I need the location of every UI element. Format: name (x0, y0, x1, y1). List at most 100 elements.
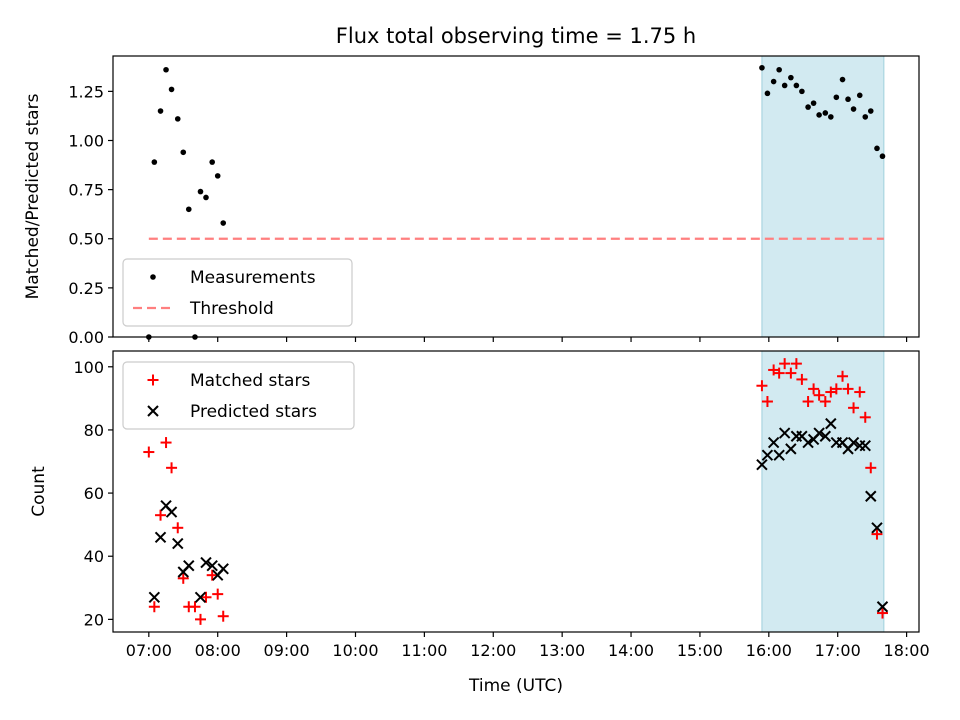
y-axis-label: Matched/Predicted stars (23, 93, 43, 299)
matched-stars-point (206, 569, 218, 581)
predicted-stars-point (778, 427, 791, 439)
predicted-stars-point (183, 559, 195, 572)
cross-stroke-b (813, 427, 825, 439)
matched-stars-point (859, 411, 871, 423)
legend-predicted-swatch-b (147, 405, 159, 417)
chart-title: Flux total observing time = 1.75 h (336, 24, 696, 48)
matched-stars-point (819, 396, 831, 408)
predicted-stars-point (206, 559, 218, 572)
matched-stars-point (217, 610, 229, 622)
matched-stars-point (779, 358, 791, 370)
x-tick-label: 11:00 (401, 641, 447, 660)
cross-stroke-b (825, 417, 837, 430)
legend-label: Matched stars (190, 371, 310, 391)
y-tick-label: 20 (84, 610, 104, 629)
matched-stars-point (813, 389, 825, 401)
predicted-stars-point (165, 506, 178, 518)
cross-stroke-b (876, 601, 889, 613)
x-tick-label: 12:00 (470, 641, 516, 660)
measurement-point (788, 74, 794, 81)
matched-stars-point (802, 396, 814, 408)
measurement-point (856, 92, 863, 99)
measurement-point (220, 220, 227, 226)
top-panel: 0.00 0.25 0.50 0.75 1.00 1.25 Matched/Predicte… (23, 55, 920, 347)
matched-stars-point (212, 588, 224, 600)
cross-stroke-b (865, 490, 877, 502)
measurement-point (157, 108, 164, 114)
measurement-point (168, 86, 175, 93)
x-tick-label: 09:00 (264, 641, 310, 660)
y-tick-label: 80 (84, 421, 104, 440)
measurement-point (764, 90, 771, 97)
cross-stroke-b (756, 458, 768, 471)
cross-stroke-b (847, 436, 860, 449)
matched-stars-point (761, 396, 773, 408)
matched-stars-point (177, 572, 189, 584)
legend-label: Measurements (190, 268, 316, 288)
measurement-point (816, 112, 822, 118)
matched-stars-point (790, 358, 802, 370)
measurement-point (163, 66, 169, 73)
x-tick-label: 07:00 (126, 641, 172, 660)
measurement-point (174, 116, 181, 122)
measurement-point (805, 104, 811, 110)
predicted-stars-point (865, 490, 877, 502)
matched-stars-point (854, 386, 866, 398)
measurement-point (850, 106, 857, 112)
measurement-point (833, 94, 840, 101)
cross-stroke-b (154, 531, 167, 543)
legend-measurement-swatch (150, 274, 156, 280)
predicted-stars-point (200, 556, 212, 569)
measurement-point (209, 159, 215, 165)
cross-stroke-b (160, 500, 172, 512)
y-tick-label: 0.75 (68, 181, 104, 200)
measurement-point (879, 153, 886, 160)
measurement-point (874, 145, 880, 152)
measurement-point (214, 173, 221, 179)
predicted-stars-point (172, 537, 184, 550)
axes-frame (112, 350, 920, 633)
measurement-point (867, 108, 874, 114)
measurement-point (810, 100, 817, 106)
x-tick-label: 14:00 (608, 641, 654, 660)
cross-stroke-b (165, 506, 178, 518)
matched-stars-point (796, 373, 808, 385)
matched-stars-point (842, 383, 854, 395)
y-tick-label: 0.00 (68, 328, 104, 347)
predicted-stars-point (819, 430, 832, 442)
x-tick-label: 10:00 (332, 641, 378, 660)
cross-stroke-b (859, 440, 871, 452)
x-tick-label: 16:00 (746, 641, 792, 660)
y-tick-label: 1.25 (68, 82, 104, 101)
shaded-span (761, 55, 885, 338)
x-tick-label: 15:00 (677, 641, 723, 660)
axes-frame (112, 55, 920, 338)
cross-stroke-b (773, 449, 785, 461)
matched-stars-point (773, 367, 785, 379)
matched-stars-point (189, 601, 201, 613)
cross-stroke-b (819, 430, 832, 442)
measurement-point (793, 82, 800, 89)
cross-stroke-b (206, 559, 218, 572)
matched-stars-point (756, 380, 768, 392)
x-tick-label: 13:00 (539, 641, 585, 660)
x-tick-label: 17:00 (815, 641, 861, 660)
predicted-stars-point (859, 440, 871, 452)
predicted-stars-point (194, 591, 207, 603)
matched-stars-point (143, 446, 155, 458)
x-tick-label: 08:00 (195, 641, 241, 660)
measurement-point (770, 78, 777, 85)
predicted-stars-point (847, 436, 860, 449)
x-axis-label: Time (UTC) (468, 676, 563, 696)
matched-stars-point (768, 364, 780, 376)
matched-stars-point (871, 528, 883, 540)
y-axis-label: Count (29, 466, 49, 517)
matched-stars-point (200, 591, 212, 603)
y-tick-label: 0.25 (68, 279, 104, 298)
legend: Measurements Threshold (122, 258, 353, 327)
cross-stroke-b (796, 430, 808, 442)
predicted-stars-point (154, 531, 167, 543)
matched-stars-point (830, 383, 842, 395)
predicted-stars-point (813, 427, 825, 439)
